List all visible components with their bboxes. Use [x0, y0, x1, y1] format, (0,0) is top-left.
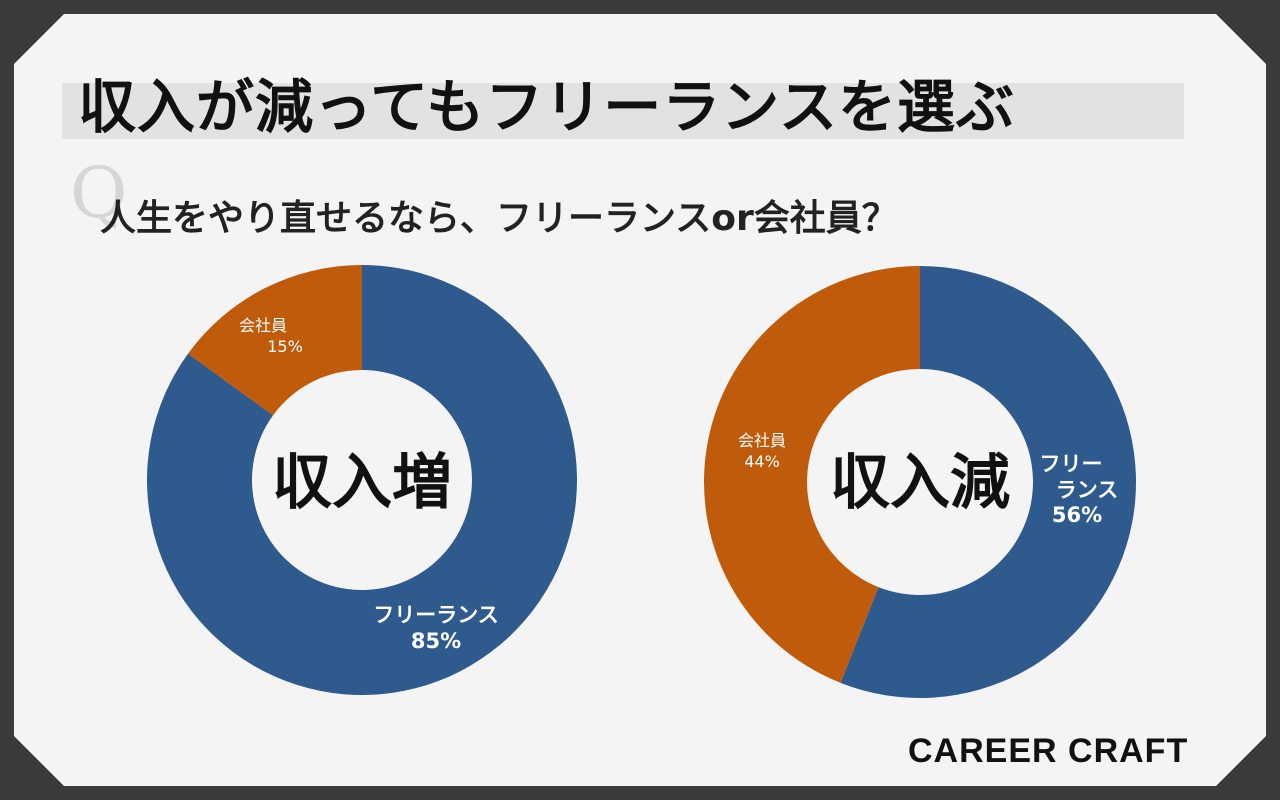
brand-logo: CAREER CRAFT [908, 732, 1189, 770]
slice-label-employee: 会社員 [738, 431, 786, 450]
donut-chart-income-down: 収入減 会社員 44% フリー ランス 56% [703, 266, 1137, 698]
slice-label-employee: 会社員 [239, 316, 287, 335]
question-text: 人生をやり直せるなら、フリーランスor会社員？ [100, 198, 898, 239]
slice-freelance [147, 265, 578, 695]
donut-chart-income-up: 収入増 会社員 15% フリーランス 85% [147, 265, 578, 695]
slice-value-employee: 15% [267, 337, 303, 356]
slice-label-freelance-line1: フリー [1040, 452, 1103, 476]
q-mark-icon: Q [70, 152, 128, 234]
slice-employee [703, 266, 920, 683]
slice-label-freelance-line2: ランス [1056, 478, 1119, 502]
title-highlight-band [62, 83, 1184, 139]
slice-value-employee: 44% [744, 452, 780, 471]
center-label: 収入減 [830, 448, 1010, 518]
slice-freelance [840, 266, 1137, 698]
center-label: 収入増 [272, 448, 452, 518]
slice-value-freelance: 56% [1052, 503, 1102, 527]
page-title: 収入が減ってもフリーランスを選ぶ [78, 73, 1016, 141]
slice-employee [188, 265, 362, 416]
slice-label-freelance: フリーランス [373, 603, 499, 627]
slice-value-freelance: 85% [411, 629, 461, 653]
